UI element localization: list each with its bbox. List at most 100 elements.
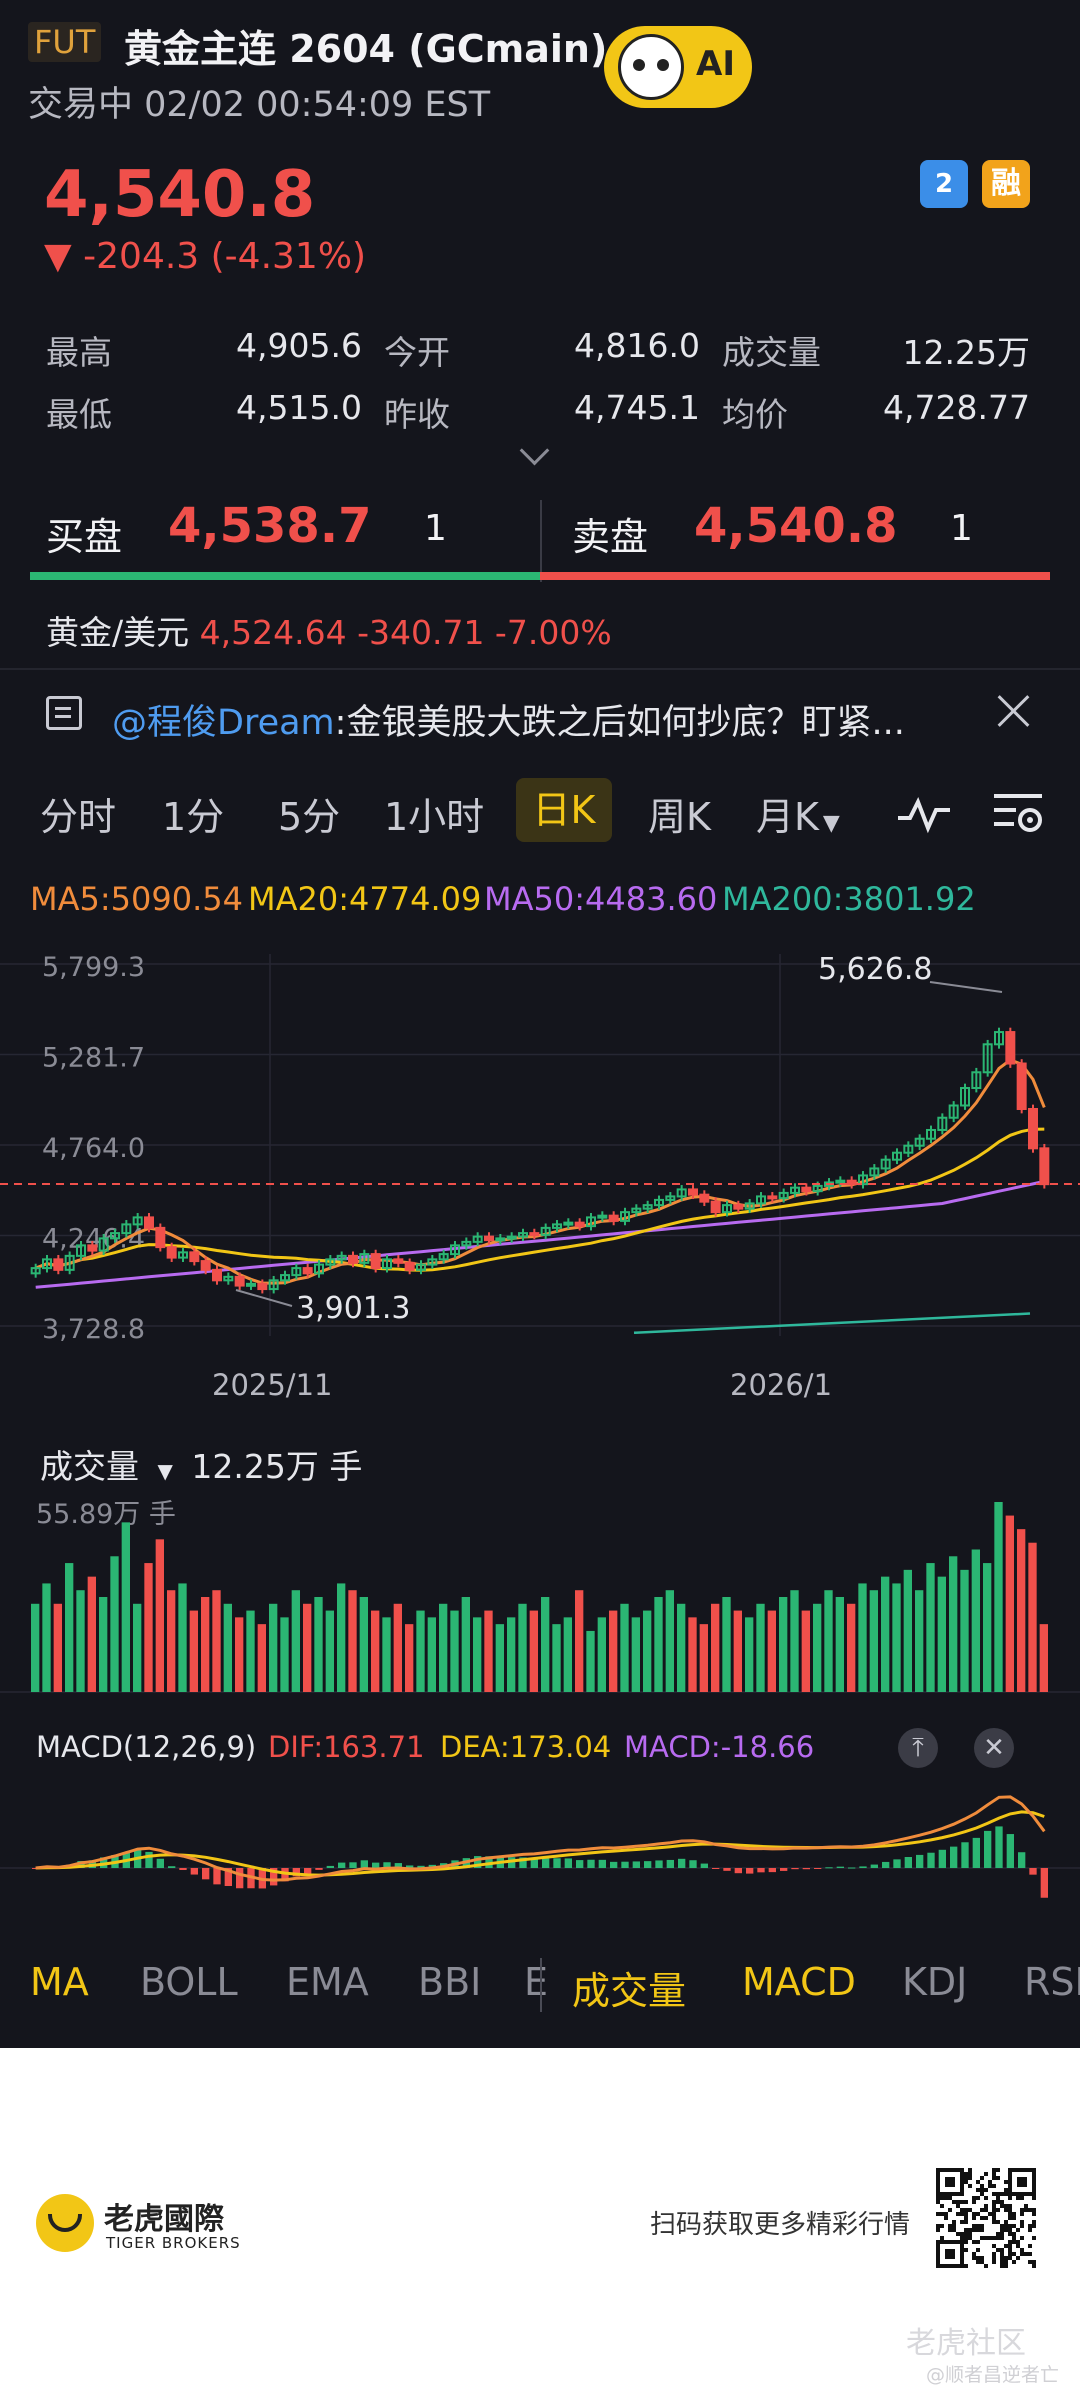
indicator-boll[interactable]: BOLL — [140, 1960, 238, 2004]
tab-weekly[interactable]: 周K — [648, 795, 711, 839]
indicator-bbi[interactable]: BBI — [418, 1960, 482, 2004]
qr-module — [936, 2196, 940, 2200]
candle — [53, 1258, 64, 1271]
tab-1hour[interactable]: 1小时 — [384, 795, 485, 839]
volume-bar — [382, 1617, 391, 1692]
qr-module — [1000, 2252, 1004, 2256]
macd-bar — [372, 1862, 380, 1868]
qr-module — [1012, 2212, 1016, 2216]
volume-bar — [280, 1617, 289, 1692]
news-mention[interactable]: @程俊Dream — [112, 703, 335, 743]
candle — [393, 1258, 404, 1264]
macd-bar — [678, 1858, 686, 1868]
volume-bar — [575, 1590, 584, 1692]
ma20-legend: MA20:4774.09 — [248, 880, 482, 918]
qr-module — [972, 2252, 976, 2256]
qr-module — [936, 2228, 940, 2232]
qr-module — [988, 2212, 992, 2216]
qr-module — [1004, 2192, 1008, 2196]
stat-value-prev-close: 4,745.1 — [574, 388, 700, 427]
qr-module — [948, 2196, 952, 2200]
margin-badge-icon[interactable]: 融 — [982, 160, 1030, 208]
macd-chart[interactable] — [0, 1776, 1080, 1926]
qr-module — [1008, 2204, 1012, 2208]
macd-bar — [961, 1842, 969, 1868]
candle — [257, 1282, 268, 1291]
candle — [450, 1244, 460, 1256]
chart-settings-icon[interactable] — [992, 790, 1044, 842]
qr-module — [1004, 2244, 1008, 2248]
qr-module — [980, 2216, 984, 2220]
macd-bar — [632, 1861, 640, 1868]
tab-monthly[interactable]: 月K ▼ — [756, 795, 840, 839]
level2-badge-icon[interactable]: 2 — [920, 160, 968, 208]
volume-bar — [178, 1583, 187, 1692]
volume-bar — [87, 1576, 96, 1692]
qr-module — [1016, 2240, 1020, 2244]
qr-module — [964, 2180, 968, 2184]
tab-1min[interactable]: 1分 — [162, 795, 225, 839]
macd-bar — [984, 1830, 992, 1868]
close-indicator-icon[interactable]: ✕ — [974, 1728, 1014, 1768]
qr-module — [1000, 2200, 1004, 2204]
indicator-macd[interactable]: MACD — [742, 1960, 856, 2004]
ask-price[interactable]: 4,540.8 — [694, 498, 898, 554]
volume-chart[interactable] — [0, 1486, 1080, 1696]
qr-module — [964, 2248, 968, 2252]
qr-module — [964, 2220, 968, 2224]
bid-price[interactable]: 4,538.7 — [168, 498, 372, 554]
volume-bar — [790, 1590, 799, 1692]
indicator-more[interactable]: E — [524, 1960, 549, 2004]
macd-bar — [802, 1868, 810, 1870]
qr-module — [996, 2220, 1000, 2224]
candle — [200, 1260, 211, 1271]
indicator-kdj[interactable]: KDJ — [902, 1960, 968, 2004]
volume-bar — [348, 1590, 357, 1692]
qr-module — [984, 2188, 988, 2192]
indicator-volume[interactable]: 成交量 — [572, 1969, 687, 2013]
volume-header[interactable]: 成交量 ▼ 12.25万 手 — [40, 1440, 362, 1488]
candle — [416, 1263, 426, 1271]
qr-module — [1008, 2252, 1012, 2256]
macd-bar — [224, 1868, 232, 1887]
reference-quote[interactable]: 黄金/美元 4,524.64 -340.71 -7.00% — [46, 606, 612, 654]
qr-module — [976, 2224, 980, 2228]
close-icon[interactable] — [992, 690, 1034, 732]
macd-bar — [179, 1868, 187, 1871]
tab-daily[interactable]: 日K — [516, 778, 612, 842]
qr-module — [980, 2228, 984, 2232]
news-ticker[interactable]: @程俊Dream:金银美股大跌之后如何抄底？盯紧... — [112, 694, 905, 745]
candle — [846, 1179, 857, 1186]
qr-module — [976, 2228, 980, 2232]
ai-assistant-button[interactable]: AI — [604, 26, 752, 108]
tab-5min[interactable]: 5分 — [278, 795, 341, 839]
indicator-ema[interactable]: EMA — [286, 1960, 369, 2004]
candle — [461, 1240, 472, 1247]
indicator-rsi[interactable]: RSI — [1024, 1960, 1080, 2004]
expand-chevron-icon[interactable] — [519, 435, 550, 466]
volume-bar — [563, 1617, 572, 1692]
qr-module — [972, 2200, 976, 2204]
macd-bar — [1018, 1852, 1026, 1868]
candlestick-chart[interactable]: 5,799.35,281.74,764.04,246.43,728.82025/… — [0, 930, 1080, 1400]
pin-top-icon[interactable]: ⤒ — [898, 1728, 938, 1768]
macd-bar — [202, 1868, 210, 1880]
macd-bar — [360, 1860, 368, 1868]
macd-bar — [734, 1868, 742, 1874]
indicator-line-icon[interactable] — [896, 794, 952, 838]
macd-bar — [508, 1857, 516, 1868]
volume-bar — [257, 1624, 266, 1692]
macd-dif: DIF:163.71 — [268, 1730, 425, 1764]
qr-module — [980, 2188, 984, 2192]
qr-module — [984, 2208, 988, 2212]
macd-bar — [610, 1861, 618, 1868]
tab-intraday[interactable]: 分时 — [40, 795, 117, 839]
macd-bar — [689, 1860, 697, 1868]
macd-bar — [553, 1858, 561, 1868]
qr-module — [996, 2236, 1000, 2240]
qr-module — [940, 2212, 944, 2216]
reference-value: 4,524.64 -340.71 -7.00% — [199, 613, 612, 652]
qr-module — [1008, 2228, 1012, 2232]
macd-bar — [836, 1866, 844, 1868]
indicator-ma[interactable]: MA — [30, 1960, 89, 2004]
